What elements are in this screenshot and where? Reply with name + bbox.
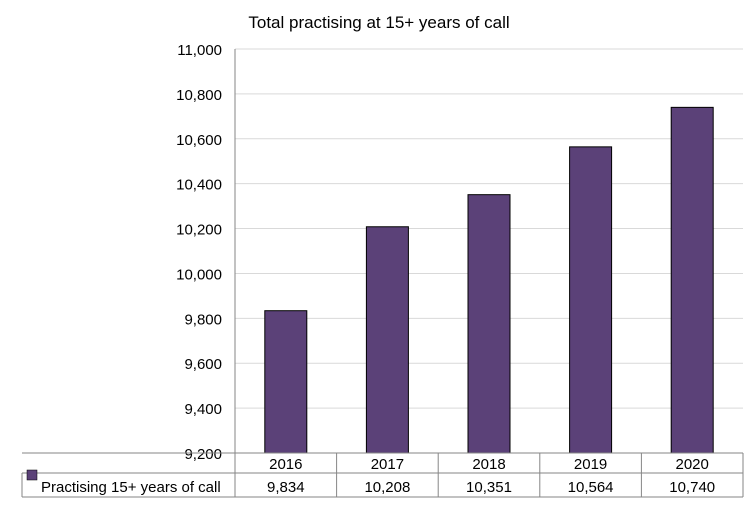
y-tick-label: 9,600 [184, 356, 222, 373]
data-label: 10,564 [568, 479, 614, 496]
y-tick-label: 9,200 [184, 446, 222, 463]
x-tick-label: 2019 [574, 456, 607, 473]
y-axis: 9,200 9,400 9,600 9,800 10,000 10,200 10,400 10… [176, 42, 236, 463]
x-tick-label: 2020 [676, 456, 709, 473]
bar [264, 310, 308, 454]
y-tick-label: 11,000 [177, 42, 222, 59]
bar [365, 226, 409, 454]
x-tick-label: 2016 [269, 456, 302, 473]
data-label: 10,740 [669, 479, 715, 496]
data-label: 10,208 [364, 479, 410, 496]
data-label: 10,351 [466, 479, 512, 496]
y-tick-label: 10,400 [176, 177, 222, 194]
chart-title: Total practising at 15+ years of call [248, 13, 509, 32]
bar [670, 106, 714, 454]
y-tick-label: 10,800 [176, 87, 222, 104]
legend-label: Practising 15+ years of call [41, 479, 221, 496]
bar [569, 146, 613, 454]
x-tick-label: 2017 [371, 456, 404, 473]
y-tick-label: 10,000 [176, 266, 222, 283]
data-table: 2016 2017 2018 2019 2020 Practising 15+ years… [21, 452, 744, 498]
data-label: 9,834 [267, 479, 305, 496]
y-tick-label: 9,800 [184, 311, 222, 328]
y-tick-label: 9,400 [184, 401, 222, 418]
y-tick-label: 10,200 [176, 222, 222, 239]
x-tick-label: 2018 [472, 456, 505, 473]
bar-series [264, 106, 714, 454]
y-tick-label: 10,600 [176, 132, 222, 149]
legend-key [26, 469, 38, 481]
bar [467, 194, 511, 454]
